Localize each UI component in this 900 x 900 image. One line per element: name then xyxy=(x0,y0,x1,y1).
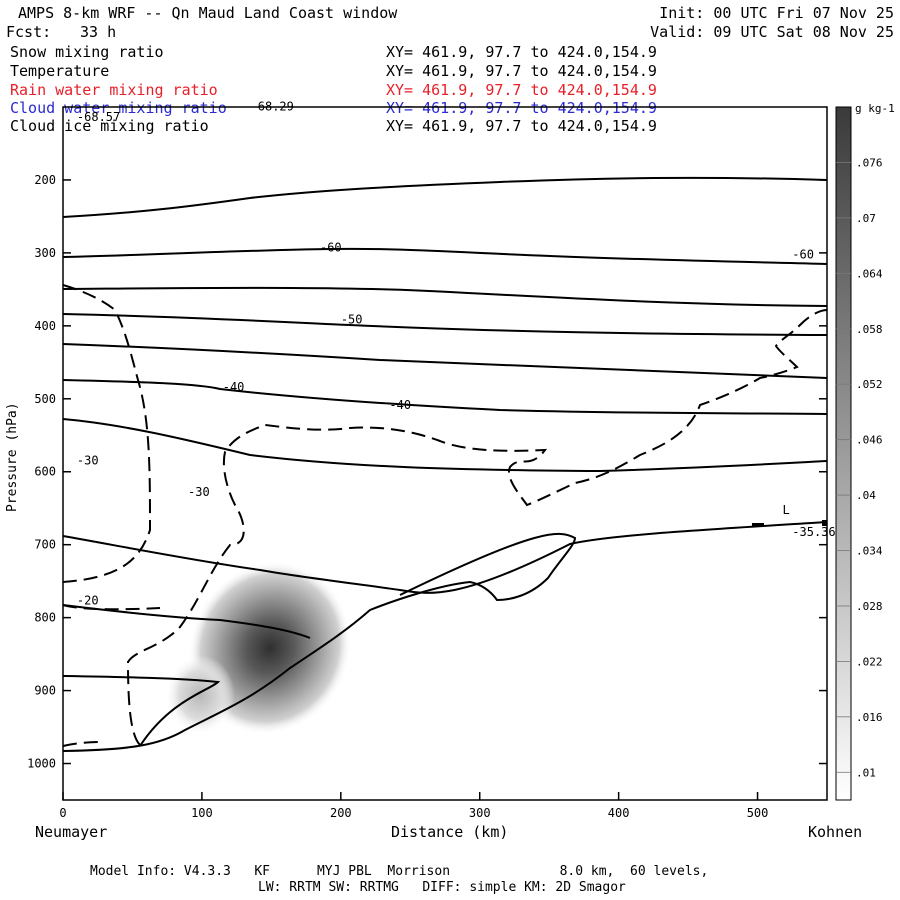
contour-label: -68.57 xyxy=(77,110,120,124)
x-tick-label: 200 xyxy=(330,806,352,820)
init-time: Init: 00 UTC Fri 07 Nov 25 xyxy=(659,4,894,22)
contour-label: -20 xyxy=(77,594,99,608)
y-tick-label: 500 xyxy=(34,392,56,406)
contour-label: -30 xyxy=(188,485,210,499)
mixing-ratio-contour xyxy=(126,309,828,746)
x-axis: 0 100 200 300 400 500 xyxy=(59,792,768,820)
left-station-label: Neumayer xyxy=(35,823,108,841)
field-name: Rain water mixing ratio xyxy=(10,81,218,99)
low-marker: L xyxy=(752,503,827,527)
x-axis-title: Distance (km) xyxy=(391,823,509,841)
right-station-label: Kohnen xyxy=(808,823,863,841)
y-axis-title: Pressure (hPa) xyxy=(5,402,20,512)
contour-label: -60 xyxy=(792,248,814,262)
contour-label: -40 xyxy=(389,398,411,412)
isotherm xyxy=(62,604,311,639)
colorbar-label: .04 xyxy=(856,489,876,502)
contour-label: -60 xyxy=(320,240,342,254)
colorbar-label: .052 xyxy=(856,378,883,391)
mixing-ratio-contour xyxy=(62,284,152,583)
contour-label: -35.36 xyxy=(792,525,835,539)
colorbar-label: .076 xyxy=(856,156,883,169)
dashed-contours xyxy=(62,284,828,747)
mixing-ratio-contour xyxy=(62,741,101,747)
svg-text:L: L xyxy=(783,503,790,517)
colorbar-label: .046 xyxy=(856,434,883,447)
terrain xyxy=(62,532,577,752)
y-tick-label: 200 xyxy=(34,173,56,187)
forecast-label: Fcst: xyxy=(6,23,52,41)
colorbar-label: .016 xyxy=(856,711,883,724)
colorbar-label: .028 xyxy=(856,600,883,613)
isotherm xyxy=(62,343,828,379)
temperature-labels: -68.29 -68.57 -60 -60 -50 -40 -40 -30 -30 -20 -35.… xyxy=(77,100,836,608)
y-tick-label: 400 xyxy=(34,319,56,333)
field-name: Cloud ice mixing ratio xyxy=(10,117,209,135)
field-name: Snow mixing ratio xyxy=(10,43,164,61)
isotherm xyxy=(62,313,828,336)
y-tick-label: 700 xyxy=(34,538,56,552)
plot-frame xyxy=(62,106,828,801)
isotherm xyxy=(62,521,828,594)
field-xy: XY= 461.9, 97.7 to 424.0,154.9 xyxy=(386,117,657,135)
colorbar: .01 .016 .022 .028 .034 .04 .046 .052 .058 .064 .0… xyxy=(835,102,895,801)
field-name: Temperature xyxy=(10,62,110,80)
y-axis: 200 300 400 500 600 700 800 900 1000 xyxy=(27,173,827,771)
valid-time: Valid: 09 UTC Sat 08 Nov 25 xyxy=(650,23,894,41)
isotherm xyxy=(62,675,221,747)
colorbar-label: .07 xyxy=(856,212,876,225)
colorbar-label: .01 xyxy=(856,766,876,779)
contour-label: -40 xyxy=(223,380,245,394)
y-axis-title-wrap: Pressure (hPa) xyxy=(0,402,26,522)
colorbar-label: .034 xyxy=(856,545,883,558)
field-xy: XY= 461.9, 97.7 to 424.0,154.9 xyxy=(386,99,657,117)
field-xy: XY= 461.9, 97.7 to 424.0,154.9 xyxy=(386,43,657,61)
isotherm xyxy=(62,286,828,307)
isotherm xyxy=(62,418,828,473)
temperature-contours xyxy=(62,176,828,752)
svg-text:g kg-1: g kg-1 xyxy=(855,102,895,115)
colorbar-label: .058 xyxy=(856,323,883,336)
field-name: Cloud water mixing ratio xyxy=(10,99,227,117)
contour-label: -68.29 xyxy=(251,100,294,114)
snow-shading xyxy=(165,561,352,735)
forecast-hour: 33 h xyxy=(80,23,117,41)
x-tick-label: 500 xyxy=(747,806,769,820)
x-tick-label: 0 xyxy=(59,806,66,820)
isotherm xyxy=(62,247,828,265)
contour-label: -30 xyxy=(77,453,99,467)
x-tick-label: 300 xyxy=(469,806,491,820)
field-xy: XY= 461.9, 97.7 to 424.0,154.9 xyxy=(386,62,657,80)
y-tick-label: 600 xyxy=(34,465,56,479)
isotherm xyxy=(62,176,828,218)
y-tick-label: 900 xyxy=(34,684,56,698)
chart-title: AMPS 8-km WRF -- Qn Maud Land Coast wind… xyxy=(18,4,398,22)
model-physics: LW: RRTM SW: RRTMG DIFF: simple KM: 2D S… xyxy=(258,880,626,895)
x-tick-label: 100 xyxy=(191,806,213,820)
colorbar-label: .022 xyxy=(856,655,883,668)
contour-label: -50 xyxy=(341,313,363,327)
y-tick-label: 300 xyxy=(34,246,56,260)
model-info: Model Info: V4.3.3 KF MYJ PBL Morrison 8… xyxy=(90,864,709,879)
colorbar-label: .064 xyxy=(856,267,883,280)
mixing-ratio-contour xyxy=(62,604,161,611)
y-tick-label: 1000 xyxy=(27,757,56,771)
x-tick-label: 400 xyxy=(608,806,630,820)
y-tick-label: 800 xyxy=(34,611,56,625)
field-xy: XY= 461.9, 97.7 to 424.0,154.9 xyxy=(386,81,657,99)
isotherm xyxy=(62,379,828,415)
